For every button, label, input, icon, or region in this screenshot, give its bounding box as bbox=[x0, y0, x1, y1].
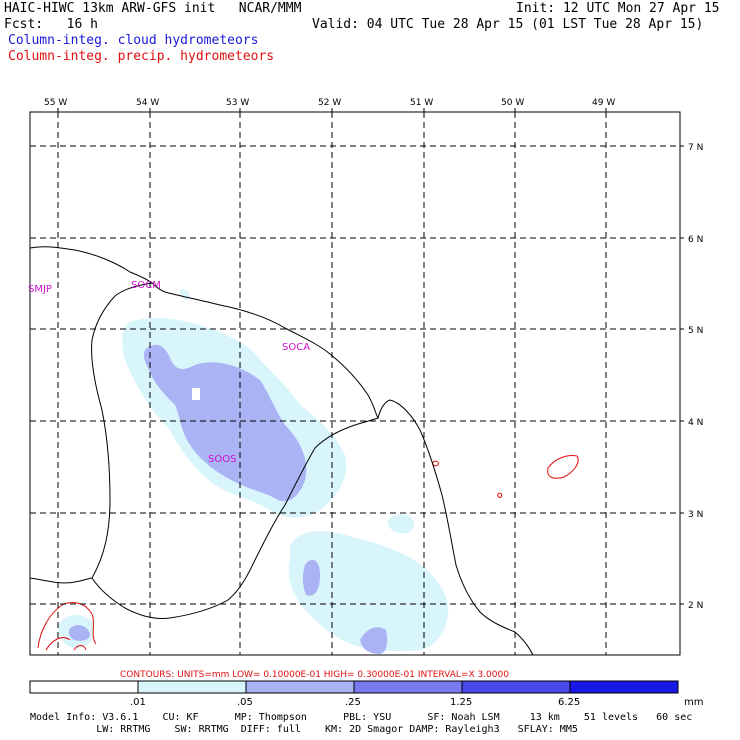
lon-label: 53 W bbox=[226, 98, 249, 108]
station-label: SMJP bbox=[28, 284, 52, 295]
model-info-line1: Model Info: V3.6.1 CU: KF MP: Thompson P… bbox=[30, 712, 693, 723]
lat-label: 3 N bbox=[688, 510, 703, 520]
legend-cloud: Column-integ. cloud hydrometeors bbox=[8, 33, 259, 48]
contour-info: CONTOURS: UNITS=mm LOW= 0.10000E-01 HIGH… bbox=[120, 670, 509, 680]
station-label: SOOS bbox=[208, 454, 236, 465]
station-label: SOCM bbox=[131, 280, 161, 291]
lat-label: 6 N bbox=[688, 235, 703, 245]
lon-label: 52 W bbox=[318, 98, 341, 108]
colorbar-tick: .25 bbox=[345, 697, 361, 708]
lon-label: 49 W bbox=[592, 98, 615, 108]
colorbar-tick: 1.25 bbox=[450, 697, 472, 708]
colorbar-tick: .05 bbox=[237, 697, 253, 708]
valid-time: Valid: 04 UTC Tue 28 Apr 15 (01 LST Tue … bbox=[312, 17, 704, 32]
lon-label: 51 W bbox=[410, 98, 433, 108]
init-time: Init: 12 UTC Mon 27 Apr 15 bbox=[516, 1, 720, 16]
legend-precip: Column-integ. precip. hydrometeors bbox=[8, 49, 275, 64]
lon-label: 55 W bbox=[44, 98, 67, 108]
lat-label: 2 N bbox=[688, 601, 703, 611]
colorbar bbox=[29, 680, 679, 694]
lon-label: 54 W bbox=[136, 98, 159, 108]
cloud-medium-shading bbox=[68, 344, 388, 654]
model-info-line2: LW: RRTMG SW: RRTMG DIFF: full KM: 2D Sm… bbox=[30, 724, 578, 735]
lon-ticks bbox=[57, 108, 607, 112]
colorbar-tick: 6.25 bbox=[558, 697, 580, 708]
forecast-hour: Fcst: 16 h bbox=[4, 17, 98, 32]
station-label: SOCA bbox=[282, 342, 310, 353]
title-text: HAIC-HIWC 13km ARW-GFS init NCAR/MMM bbox=[4, 1, 302, 16]
lat-ticks bbox=[680, 145, 684, 605]
map-frame bbox=[29, 111, 681, 656]
lat-label: 4 N bbox=[688, 418, 703, 428]
lon-label: 50 W bbox=[501, 98, 524, 108]
colorbar-units: mm bbox=[684, 697, 703, 708]
colorbar-tick: .01 bbox=[130, 697, 146, 708]
lat-label: 5 N bbox=[688, 326, 703, 336]
lat-label: 7 N bbox=[688, 143, 703, 153]
graticule bbox=[30, 112, 680, 655]
